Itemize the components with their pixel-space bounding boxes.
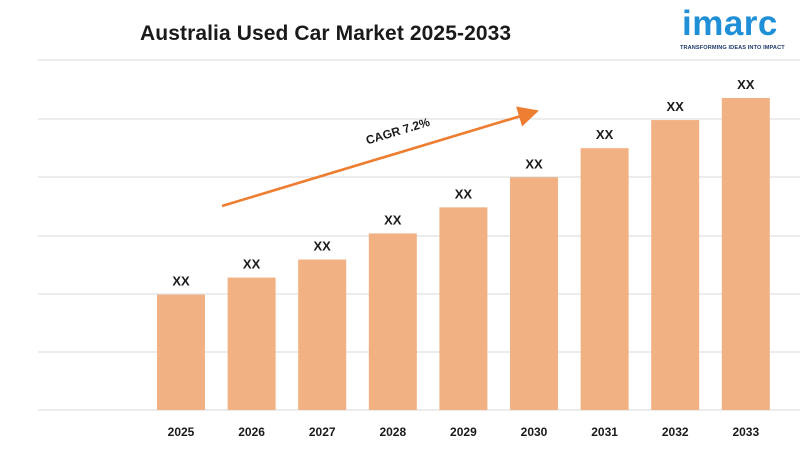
bar-2025 bbox=[157, 294, 205, 410]
data-label: XX bbox=[455, 186, 473, 201]
x-tick-label: 2030 bbox=[521, 425, 548, 439]
bar-2027 bbox=[298, 259, 347, 410]
x-axis-ticks: 2025 2026 2027 2028 2029 2030 2031 2032 2033 bbox=[168, 425, 760, 439]
imarc-logo: imarc TRANSFORMING IDEAS INTO IMPACT bbox=[676, 4, 796, 52]
data-label: XX bbox=[737, 77, 755, 92]
data-label: XX bbox=[384, 212, 402, 227]
data-label: XX bbox=[525, 156, 543, 171]
x-tick-label: 2027 bbox=[309, 425, 336, 439]
x-tick-label: 2028 bbox=[379, 425, 406, 439]
x-tick-label: 2032 bbox=[662, 425, 689, 439]
data-label: XX bbox=[314, 239, 332, 254]
bar-2028 bbox=[368, 233, 417, 410]
bar-2030 bbox=[510, 177, 558, 410]
logo-tagline: TRANSFORMING IDEAS INTO IMPACT bbox=[680, 45, 785, 51]
x-tick-label: 2033 bbox=[732, 425, 759, 439]
cagr-annotation: CAGR 7.2% bbox=[364, 115, 432, 148]
cagr-arrow-group: CAGR 7.2% bbox=[221, 106, 539, 208]
bars bbox=[157, 98, 770, 410]
data-label: XX bbox=[667, 99, 685, 114]
bar-2026 bbox=[227, 277, 276, 410]
bar-2029 bbox=[439, 207, 488, 410]
chart-title: Australia Used Car Market 2025-2033 bbox=[140, 22, 512, 45]
data-label: XX bbox=[243, 257, 261, 272]
x-tick-label: 2026 bbox=[238, 425, 265, 439]
bar-2032 bbox=[651, 120, 700, 410]
data-label: XX bbox=[596, 127, 614, 142]
x-tick-label: 2031 bbox=[591, 425, 618, 439]
x-tick-label: 2025 bbox=[168, 425, 195, 439]
logo-wordmark: imarc bbox=[682, 4, 778, 43]
bar-2033 bbox=[721, 98, 770, 410]
bar-2031 bbox=[580, 148, 629, 410]
data-labels: XX XX XX XX XX XX XX XX XX bbox=[172, 77, 754, 289]
cagr-arrow bbox=[221, 106, 539, 208]
data-label: XX bbox=[172, 274, 190, 289]
x-tick-label: 2029 bbox=[450, 425, 477, 439]
